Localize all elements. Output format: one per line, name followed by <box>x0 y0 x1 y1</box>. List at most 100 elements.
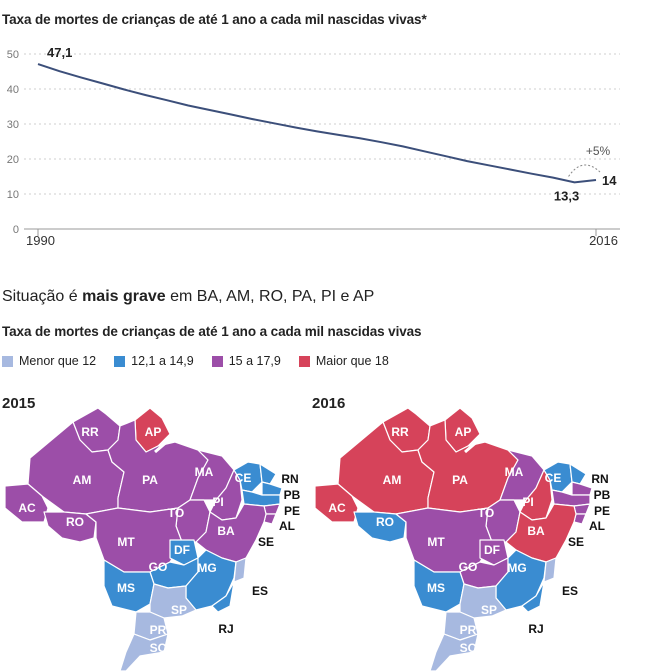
legend-item: Maior que 18 <box>298 354 389 368</box>
state-label-pe: PE <box>594 504 610 518</box>
state-label-rr: RR <box>81 425 99 439</box>
state-label-am: AM <box>73 473 92 487</box>
state-label-ba: BA <box>217 524 235 538</box>
state-label-ap: AP <box>145 425 162 439</box>
state-label-mg: MG <box>197 561 216 575</box>
state-label-pr: PR <box>460 623 477 637</box>
map-title: Taxa de mortes de crianças de até 1 ano … <box>2 324 422 339</box>
state-ba <box>195 503 267 563</box>
state-label-pb: PB <box>594 488 610 502</box>
subhead-text-bold: mais grave <box>82 288 166 305</box>
legend-swatch <box>2 355 13 367</box>
state-label-ms: MS <box>427 581 445 595</box>
data-label-min: 13,3 <box>554 188 579 203</box>
state-label-df: DF <box>174 543 190 557</box>
legend-label: 12,1 a 14,9 <box>131 354 194 368</box>
x-tick-label: 2016 <box>589 233 618 248</box>
state-label-ms: MS <box>117 581 135 595</box>
series-line <box>37 63 597 184</box>
state-sc <box>429 633 479 671</box>
legend-item: 15 a 17,9 <box>211 354 281 368</box>
state-label-rn: RN <box>281 472 298 486</box>
state-label-ap: AP <box>455 425 472 439</box>
state-label-al: AL <box>279 519 295 533</box>
line-chart: 0 10 20 30 40 50 1990 2016 47,1 13,3 14 +5% <box>7 45 620 248</box>
data-labels: 47,1 13,3 14 +5% <box>47 45 617 203</box>
map-year-2015: 2015 <box>2 395 36 412</box>
y-tick-label: 0 <box>13 224 19 236</box>
state-label-mg: MG <box>507 561 526 575</box>
state-label-rj: RJ <box>218 622 233 636</box>
state-label-pi: PI <box>522 495 533 509</box>
map-legend: Menor que 12 12,1 a 14,9 15 a 17,9 Maior… <box>2 352 407 370</box>
legend-swatch <box>114 355 126 367</box>
state-label-pb: PB <box>284 488 300 502</box>
legend-item: Menor que 12 <box>2 354 96 368</box>
state-ba <box>505 503 577 563</box>
state-rn <box>259 463 277 485</box>
subhead-text-pre: Situação é <box>2 288 83 305</box>
state-al <box>263 503 281 515</box>
y-tick-label: 20 <box>7 154 19 166</box>
state-shapes <box>314 407 593 671</box>
state-label-ba: BA <box>527 524 545 538</box>
state-label-sp: SP <box>171 603 187 617</box>
state-label-ce: CE <box>235 471 252 485</box>
legend-swatch <box>298 355 310 367</box>
state-label-mt: MT <box>117 535 135 549</box>
state-label-sc: SC <box>150 641 167 655</box>
state-label-es: ES <box>562 584 578 598</box>
state-ro <box>43 511 97 543</box>
state-label-es: ES <box>252 584 268 598</box>
state-label-rn: RN <box>591 472 608 486</box>
y-tick-label: 30 <box>7 119 19 131</box>
state-pb <box>571 481 593 496</box>
y-axis-ticks: 0 10 20 30 40 50 <box>7 49 19 236</box>
state-label-go: GO <box>149 560 168 574</box>
x-tick-label: 1990 <box>26 233 55 248</box>
state-sc <box>119 633 169 671</box>
state-label-al: AL <box>589 519 605 533</box>
state-ro <box>353 511 407 543</box>
state-ma <box>189 449 235 501</box>
annotation-label: +5% <box>586 144 611 158</box>
state-label-ro: RO <box>376 515 394 529</box>
legend-label: Maior que 18 <box>315 354 389 368</box>
subheadline: Situação é mais grave em BA, AM, RO, PA,… <box>2 288 374 306</box>
state-label-mt: MT <box>427 535 445 549</box>
state-label-pe: PE <box>284 504 300 518</box>
state-label-ro: RO <box>66 515 84 529</box>
state-rj <box>521 581 545 613</box>
state-ma <box>499 449 545 501</box>
state-label-am: AM <box>383 473 402 487</box>
line-chart-title: Taxa de mortes de crianças de até 1 ano … <box>2 12 427 27</box>
state-label-ce: CE <box>545 471 562 485</box>
state-label-sp: SP <box>481 603 497 617</box>
legend-label: Menor que 12 <box>19 354 97 368</box>
y-tick-label: 50 <box>7 49 19 61</box>
state-shapes <box>4 407 283 671</box>
state-label-ma: MA <box>505 465 524 479</box>
state-label-pi: PI <box>212 495 223 509</box>
state-label-ac: AC <box>328 501 346 515</box>
state-label-pa: PA <box>452 473 468 487</box>
state-label-to: TO <box>168 506 184 520</box>
legend-item: 12,1 a 14,9 <box>114 354 194 368</box>
state-label-ma: MA <box>195 465 214 479</box>
state-pb <box>261 481 283 496</box>
x-axis-ticks: 1990 2016 <box>26 229 618 248</box>
state-al <box>573 503 591 515</box>
state-es <box>233 557 247 583</box>
state-label-df: DF <box>484 543 500 557</box>
map-gap-mark <box>464 432 487 454</box>
state-label-to: TO <box>478 506 494 520</box>
map-gap-mark <box>154 432 177 454</box>
state-es <box>543 557 557 583</box>
state-rj <box>211 581 235 613</box>
state-rn <box>569 463 587 485</box>
y-tick-label: 40 <box>7 84 19 96</box>
state-label-pa: PA <box>142 473 158 487</box>
